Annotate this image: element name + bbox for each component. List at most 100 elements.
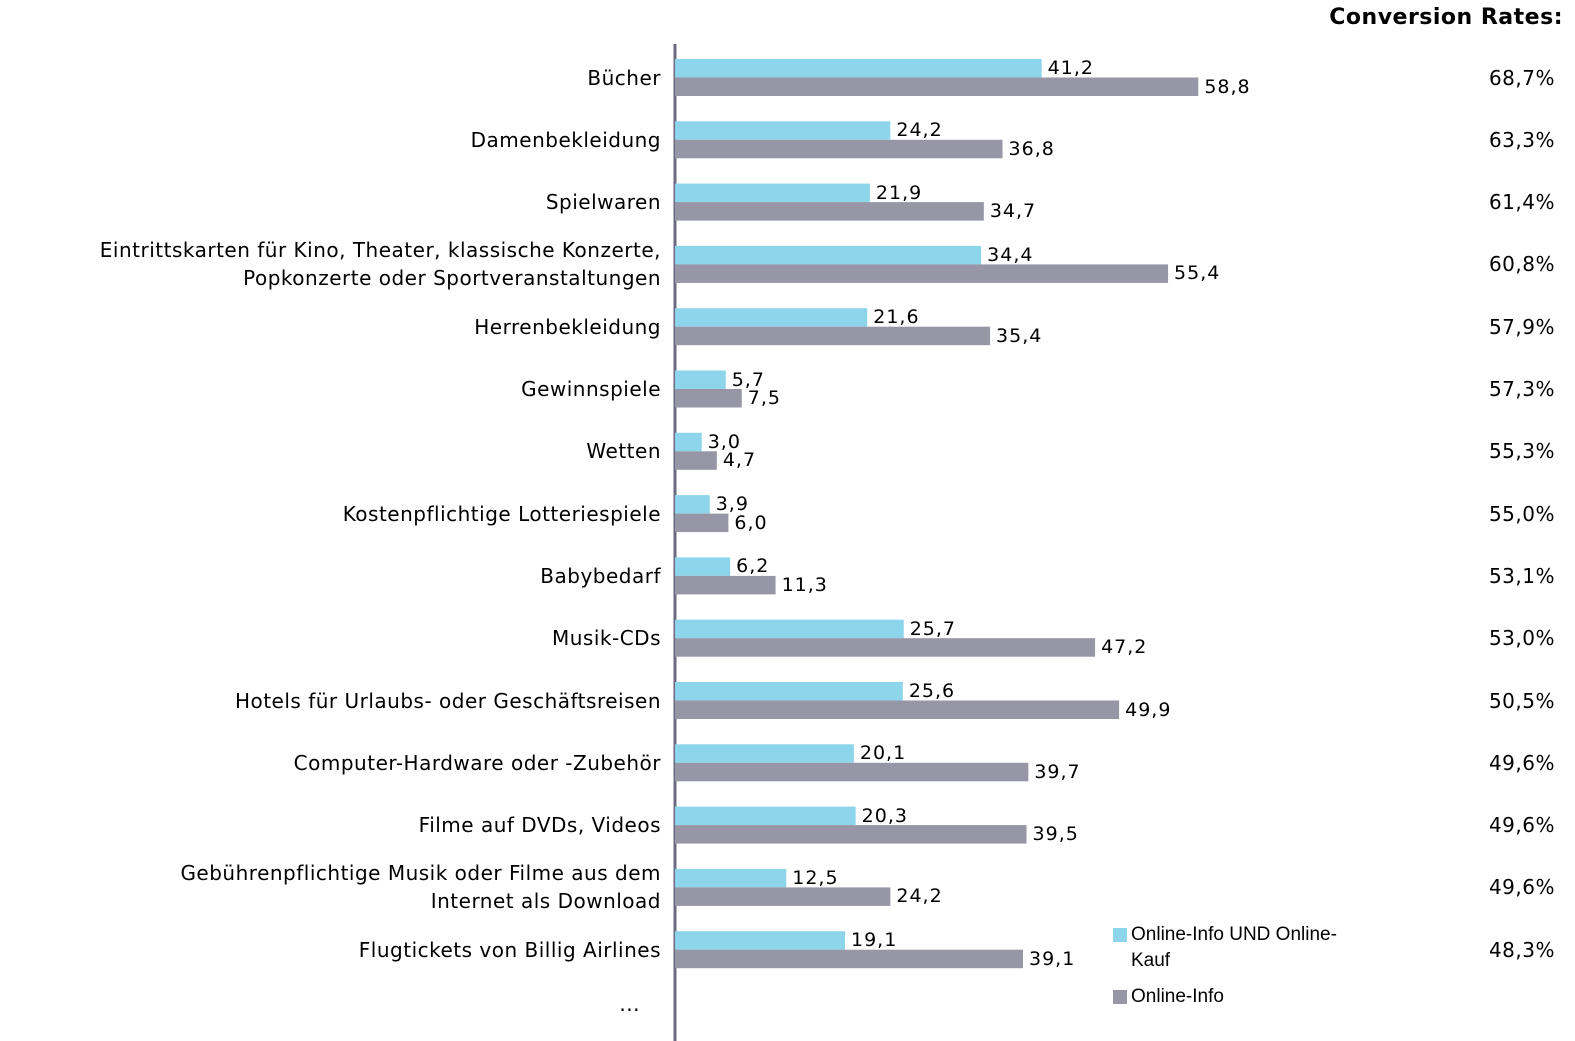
bar [675,202,984,221]
category-label: Herrenbekleidung [474,314,661,339]
bar [675,389,742,408]
bar [675,77,1199,96]
value-label: 3,9 [715,493,749,516]
bar [675,59,1042,78]
bar [675,825,1027,844]
value-label: 20,3 [861,804,908,827]
value-label: 47,2 [1101,636,1148,659]
bar [675,887,891,906]
bar [675,451,717,470]
note: ... [619,992,640,1016]
conversion-rate: 53,1% [1488,563,1555,588]
bar [675,744,854,763]
value-label: 34,4 [987,243,1034,266]
category-label: Musik-CDs [552,626,661,651]
bar [675,575,776,595]
bar [675,682,903,701]
value-label: 39,7 [1034,760,1081,783]
value-label: 3,0 [707,430,741,453]
value-label: 39,1 [1028,947,1076,970]
value-label: 19,1 [850,929,898,952]
legend-item: Online-Info [1113,984,1361,1010]
bar [675,700,1120,719]
category-label: Hotels für Urlaubs- oder Geschäftsreisen [234,688,661,713]
bar [675,308,868,327]
value-label: 5,7 [731,368,765,391]
value-label: 58,8 [1204,75,1251,98]
conversion-rate: 53,0% [1488,626,1555,651]
bar [675,949,1023,969]
conversion-rate: 48,3% [1488,937,1555,962]
value-label: 24,2 [896,119,943,142]
value-label: 11,3 [781,573,828,596]
legend-swatch [1113,990,1127,1004]
legend-item: Online-Info UND Online-Kauf [1113,922,1361,974]
category-label: Bücher [587,65,661,90]
value-label: 34,7 [989,200,1037,223]
value-label: 36,8 [1008,137,1055,160]
conversion-rate: 57,9% [1488,314,1555,339]
bar [675,245,982,265]
category-label: Gewinnspiele [521,377,661,401]
bar [675,868,787,888]
value-label: 20,1 [859,742,907,765]
category-label: Computer-Hardware oder -Zubehör [293,750,661,775]
category-label: Eintrittskarten für Kino, Theater, klass… [99,238,661,291]
bar [675,264,1169,283]
bar [675,557,731,576]
category-label: Gebührenpflichtige Musik oder Filme aus … [180,861,661,914]
conversion-rate: 55,3% [1488,439,1555,464]
legend-swatch [1113,928,1127,942]
value-label: 35,4 [996,324,1043,347]
bar [675,370,726,389]
value-label: 25,7 [909,617,957,640]
value-label: 21,9 [875,181,923,204]
bar [675,513,729,533]
annotation-title: Conversion Rates: [1329,5,1563,30]
value-label: 41,2 [1047,57,1094,79]
value-label: 4,7 [722,449,757,472]
conversion-rate: 49,6% [1488,813,1555,838]
bar [675,326,991,346]
conversion-rate: 68,7% [1488,65,1555,90]
value-label: 6,2 [736,555,770,578]
bar [675,139,1003,159]
legend-label: Online-Info UND Online-Kauf [1131,924,1337,971]
bar [675,638,1096,657]
value-label: 12,5 [792,866,839,889]
conversion-rate: 63,3% [1488,127,1555,152]
conversion-rate: 50,5% [1488,688,1555,713]
bar [675,619,904,639]
value-label: 24,2 [896,885,943,908]
category-label: Kostenpflichtige Lotteriespiele [342,501,661,526]
legend-label: Online-Info [1131,986,1224,1007]
value-label: 39,5 [1032,823,1079,846]
value-label: 7,5 [747,387,781,409]
value-label: 25,6 [908,680,956,702]
bar [675,121,891,140]
conversion-rate: 60,8% [1488,252,1555,277]
category-label: Filme auf DVDs, Videos [418,813,661,838]
conversion-rate: 57,3% [1488,377,1555,401]
bar [675,495,710,514]
bar [675,806,856,826]
bar [675,762,1029,782]
value-label: 49,9 [1125,698,1172,721]
conversion-rate: 55,0% [1488,501,1555,526]
category-label: Flugtickets von Billig Airlines [358,937,661,962]
value-label: 6,0 [734,511,768,534]
conversion-rate: 61,4% [1488,190,1555,215]
value-label: 55,4 [1174,262,1221,285]
category-label: Damenbekleidung [470,127,661,152]
value-label: 21,6 [873,306,920,329]
category-label: Babybedarf [540,563,661,588]
conversion-rate: 49,6% [1488,875,1555,900]
conversion-rate: 49,6% [1488,750,1555,775]
category-label: Spielwaren [545,190,661,215]
bar [675,931,845,950]
bar [675,432,702,452]
bar [675,183,870,203]
category-label: Wetten [586,439,661,464]
